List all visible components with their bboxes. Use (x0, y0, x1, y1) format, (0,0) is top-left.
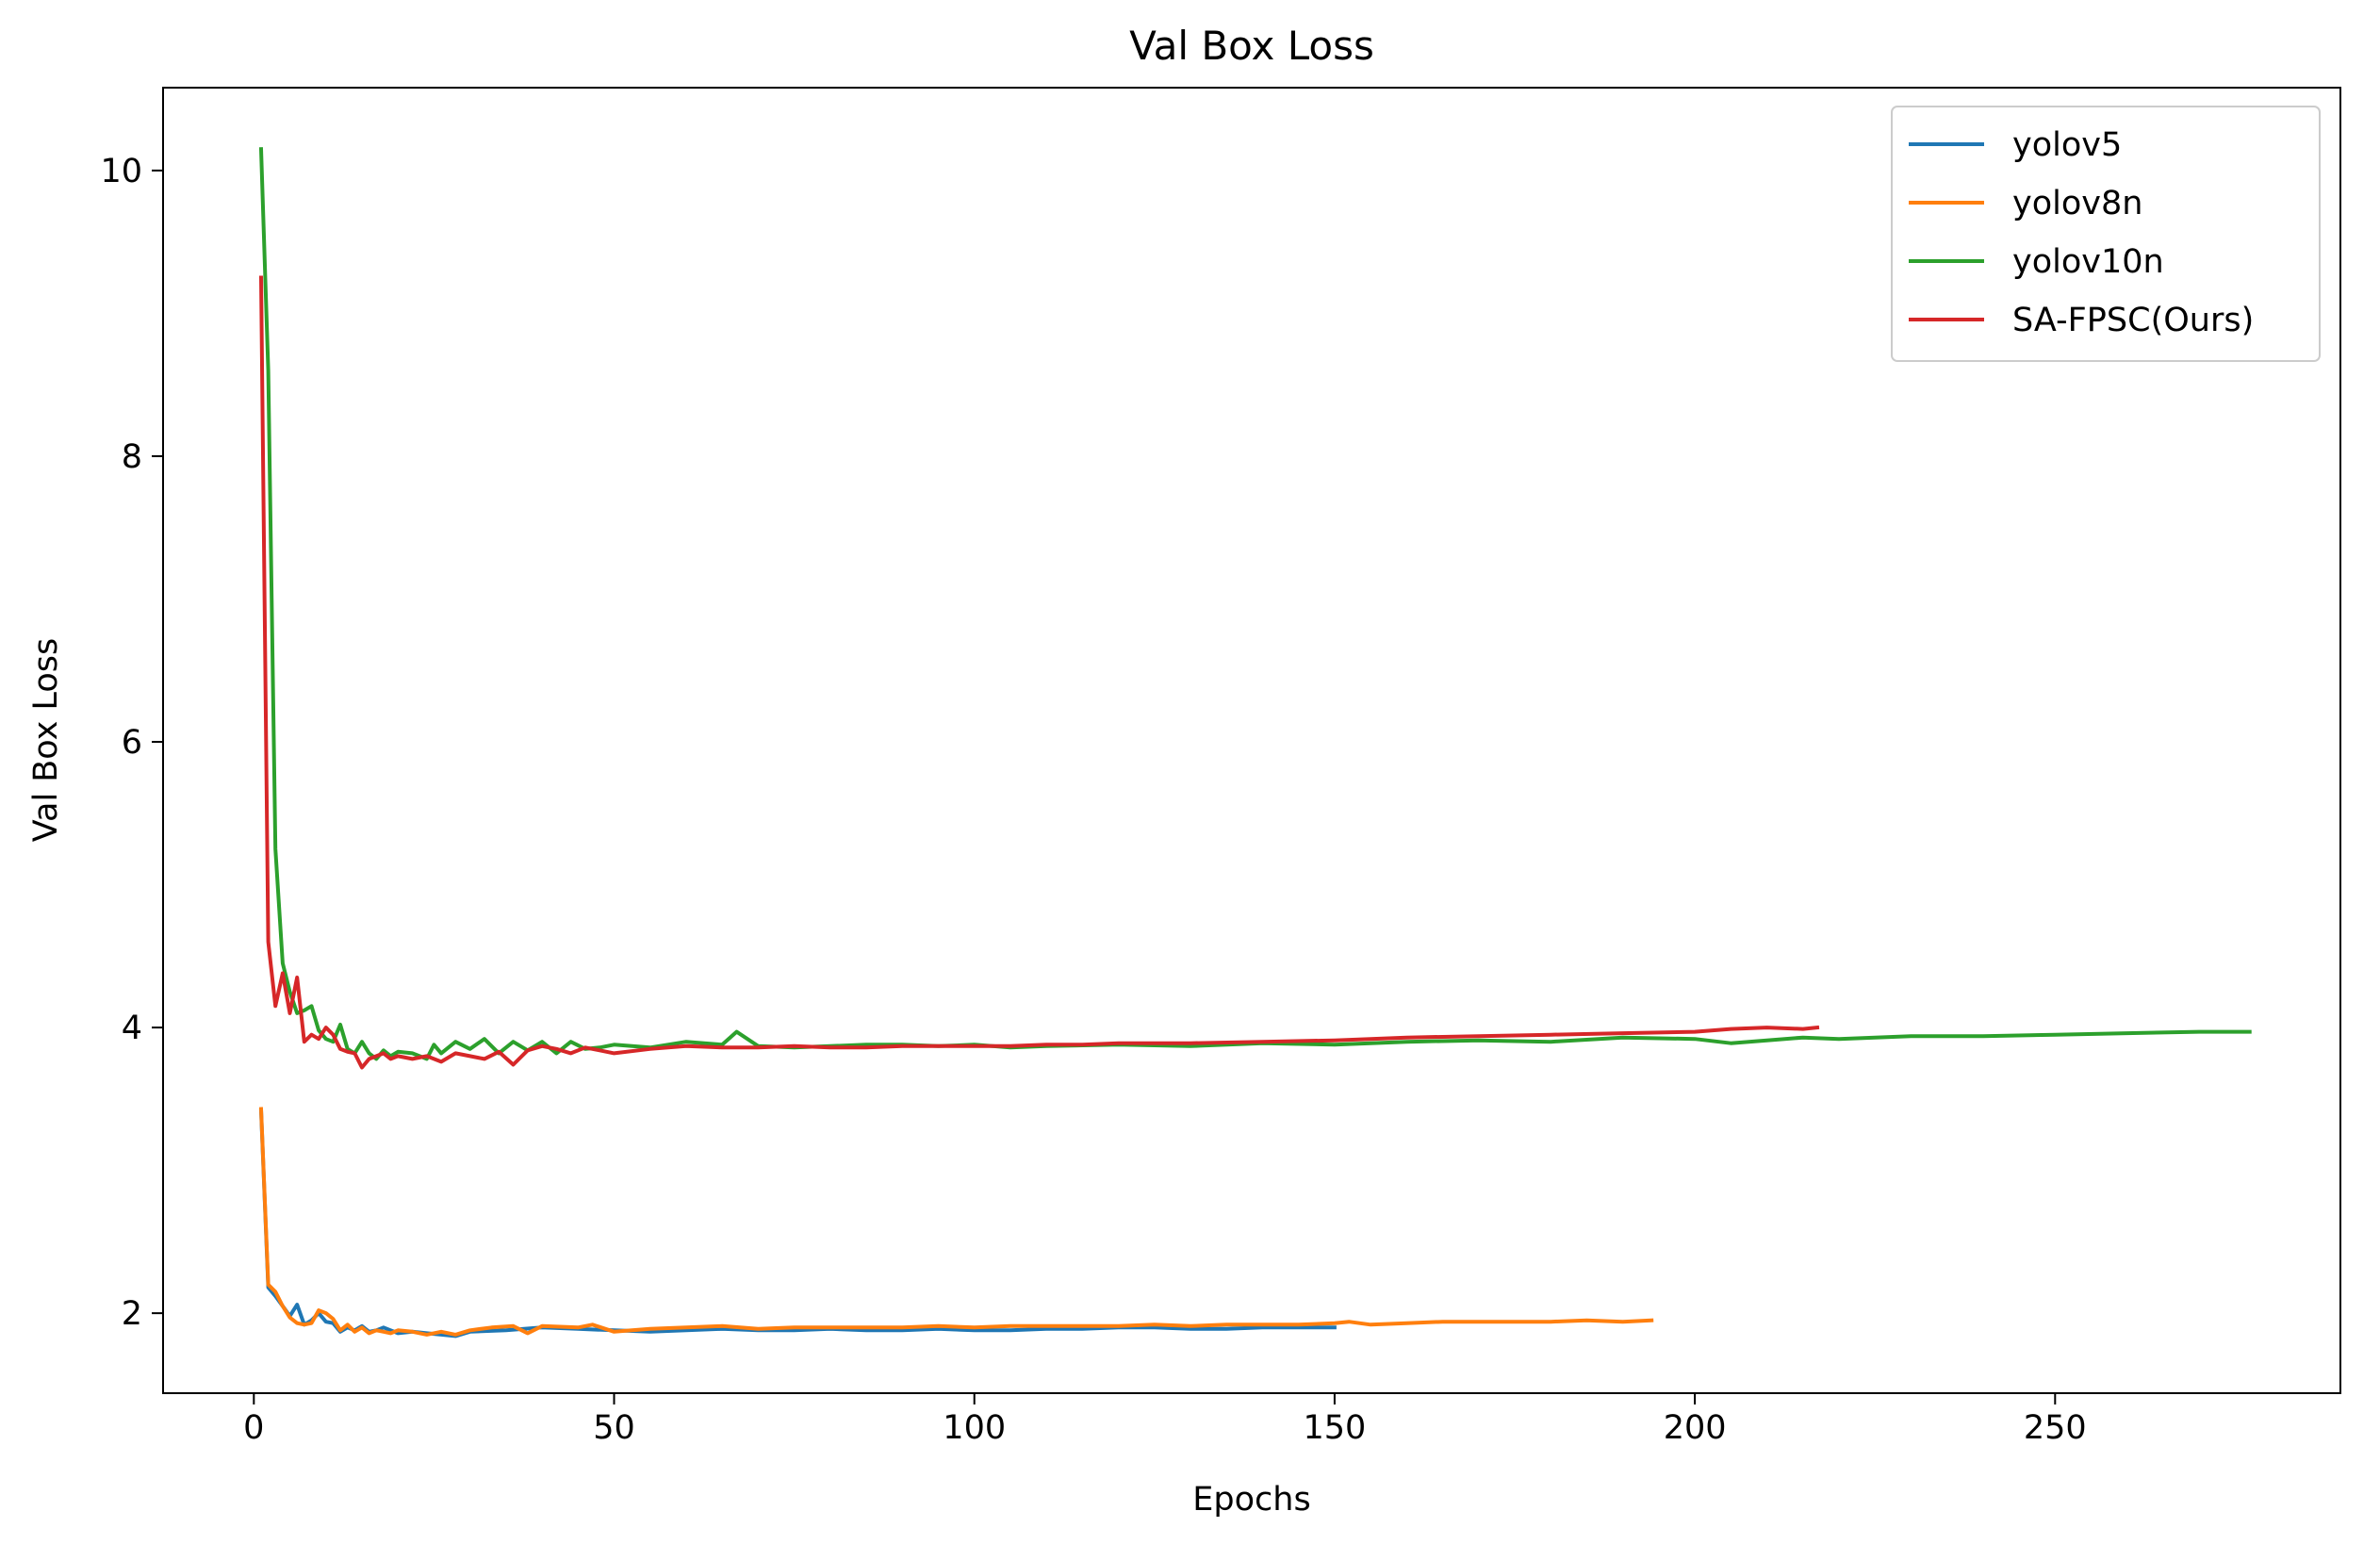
legend-label: yolov5 (2012, 126, 2122, 164)
legend-label: yolov10n (2012, 243, 2164, 281)
series-line-yolov8n (258, 1107, 1654, 1337)
x-tick-label: 0 (243, 1409, 264, 1447)
x-tick-label: 250 (2024, 1409, 2087, 1447)
x-tick-label: 150 (1303, 1409, 1366, 1447)
chart-title: Val Box Loss (1129, 23, 1374, 69)
x-axis-title: Epochs (1192, 1481, 1310, 1519)
x-tick-label: 50 (593, 1409, 635, 1447)
y-tick-label: 2 (122, 1295, 142, 1333)
legend-label: SA-FPSC(Ours) (2012, 302, 2254, 339)
x-tick-label: 100 (943, 1409, 1006, 1447)
y-axis: 2 4 6 8 10 (100, 153, 163, 1333)
x-axis: 0 50 100 150 200 250 (243, 1393, 2087, 1447)
series-line-sa-fpsc-ours (258, 275, 1820, 1070)
legend-label: yolov8n (2012, 185, 2142, 222)
y-tick-label: 6 (122, 724, 142, 762)
y-tick-label: 4 (122, 1010, 142, 1047)
series-layer (258, 147, 2252, 1339)
plot-frame (162, 87, 2341, 1394)
legend-frame (1891, 106, 2321, 362)
y-tick-label: 8 (122, 438, 142, 476)
y-axis-title: Val Box Loss (27, 638, 65, 842)
x-tick-label: 200 (1664, 1409, 1727, 1447)
y-tick-label: 10 (100, 153, 142, 190)
legend: yolov5 yolov8n yolov10n SA-FPSC(Ours) (1891, 106, 2321, 362)
